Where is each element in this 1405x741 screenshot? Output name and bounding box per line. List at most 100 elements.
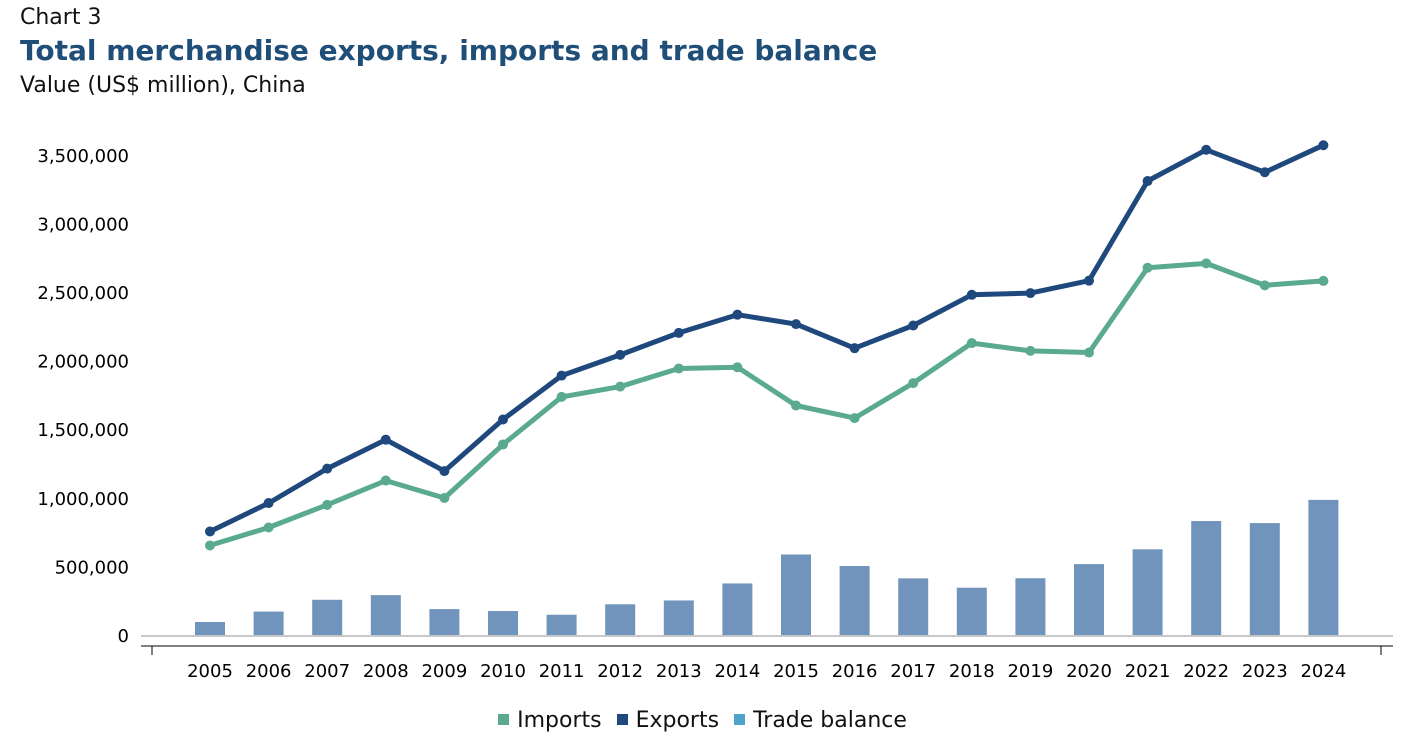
trade-balance-bar: [956, 587, 987, 636]
x-tick-label: 2009: [421, 661, 467, 682]
y-tick-label: 3,500,000: [37, 146, 129, 167]
trade-balance-bar: [312, 599, 343, 636]
trade-balance-bar: [1015, 578, 1046, 636]
trade-balance-bar: [781, 554, 811, 636]
trade-balance-bar: [488, 611, 518, 636]
trade-balance-bar: [1249, 523, 1280, 636]
y-tick-label: 1,500,000: [37, 420, 129, 441]
line-series: [205, 140, 1329, 551]
legend-swatch-imports: [498, 713, 510, 725]
chart-subtitle: Value (US$ million), China: [20, 73, 306, 98]
x-tick-label: 2007: [304, 661, 350, 682]
legend-label-trade-balance: Trade balance: [753, 708, 907, 733]
trade-balance-bar: [1132, 549, 1163, 636]
exports-line: [207, 142, 1326, 534]
trade-balance-bar: [429, 609, 460, 636]
exports-point: [1318, 140, 1329, 151]
x-axis: [141, 635, 1393, 655]
imports-point: [380, 475, 391, 486]
trade-balance-bar: [253, 611, 284, 636]
imports-point: [791, 400, 801, 411]
chart-plot: 0 500,000 1,000,000 1,500,000 2,000,000 2,500…: [37, 140, 1393, 682]
exports-point: [556, 370, 567, 381]
exports-point: [732, 309, 743, 320]
exports-point: [1084, 275, 1094, 286]
imports-point: [849, 413, 860, 424]
x-tick-label: 2006: [246, 661, 292, 682]
y-tick-label: 500,000: [55, 557, 129, 578]
legend: Imports Exports Trade balance: [0, 708, 1405, 733]
legend-item-trade-balance: Trade balance: [734, 708, 907, 733]
exports-point: [1259, 167, 1270, 178]
imports-point: [615, 381, 626, 392]
x-tick-label: 2013: [656, 661, 702, 682]
x-tick-label: 2015: [773, 661, 819, 682]
trade-balance-bar: [370, 595, 401, 636]
legend-item-exports: Exports: [616, 708, 720, 733]
exports-point: [673, 327, 684, 338]
exports-point: [1201, 144, 1212, 155]
x-axis-labels: 2005 2006 2007 2008 2009 2010 2011 2012 2013 2014…: [187, 661, 1346, 682]
x-tick-label: 2011: [539, 661, 585, 682]
y-tick-label: 2,000,000: [37, 352, 129, 373]
legend-label-exports: Exports: [635, 708, 720, 733]
y-tick-label: 1,000,000: [37, 489, 129, 510]
x-tick-label: 2017: [890, 661, 936, 682]
x-tick-label: 2012: [597, 661, 643, 682]
exports-point: [263, 498, 274, 509]
trade-balance-bars: [195, 499, 1339, 636]
imports-point: [498, 439, 508, 450]
imports-point: [1259, 280, 1270, 291]
legend-label-imports: Imports: [517, 708, 602, 733]
trade-balance-bar: [605, 604, 636, 636]
x-tick-label: 2008: [363, 661, 409, 682]
y-tick-label: 0: [118, 626, 129, 647]
legend-swatch-trade-balance: [734, 713, 746, 725]
x-tick-label: 2010: [480, 661, 526, 682]
exports-point: [322, 463, 333, 474]
imports-point: [732, 362, 743, 373]
imports-point: [1025, 345, 1036, 356]
imports-line: [207, 260, 1326, 548]
x-tick-label: 2018: [949, 661, 995, 682]
x-tick-label: 2019: [1007, 661, 1053, 682]
trade-balance-bar: [722, 583, 753, 636]
exports-point: [966, 289, 977, 300]
imports-point: [673, 363, 684, 374]
exports-point: [205, 526, 215, 537]
x-tick-label: 2014: [714, 661, 760, 682]
imports-point: [1142, 262, 1153, 273]
trade-balance-bar: [839, 566, 870, 636]
x-tick-label: 2021: [1125, 661, 1171, 682]
x-tick-label: 2005: [187, 661, 233, 682]
chart-label: Chart 3: [20, 5, 102, 30]
imports-point: [1201, 258, 1212, 269]
imports-point: [322, 499, 333, 510]
imports-point: [556, 391, 567, 402]
exports-point: [1142, 176, 1153, 187]
trade-balance-bar: [546, 614, 577, 636]
exports-point: [498, 414, 508, 425]
trade-balance-bar: [1074, 564, 1104, 636]
exports-point: [849, 343, 860, 354]
imports-point: [1084, 347, 1094, 358]
chart-title: Total merchandise exports, imports and t…: [20, 34, 878, 67]
y-axis: 0 500,000 1,000,000 1,500,000 2,000,000 2,500…: [37, 146, 129, 647]
imports-point: [908, 378, 919, 389]
trade-balance-bar: [1191, 521, 1222, 636]
exports-point: [380, 434, 391, 445]
exports-point: [615, 349, 626, 360]
exports-point: [1025, 288, 1036, 299]
imports-point: [1318, 275, 1329, 286]
trade-balance-bar: [195, 622, 225, 636]
exports-point: [439, 466, 450, 477]
imports-point: [439, 492, 450, 503]
trade-balance-bar: [898, 578, 929, 636]
trade-balance-bar: [663, 600, 694, 636]
y-tick-label: 2,500,000: [37, 283, 129, 304]
exports-point: [791, 319, 801, 330]
trade-balance-bar: [1308, 499, 1339, 636]
x-tick-label: 2023: [1242, 661, 1288, 682]
imports-point: [966, 338, 977, 349]
x-tick-label: 2024: [1300, 661, 1346, 682]
